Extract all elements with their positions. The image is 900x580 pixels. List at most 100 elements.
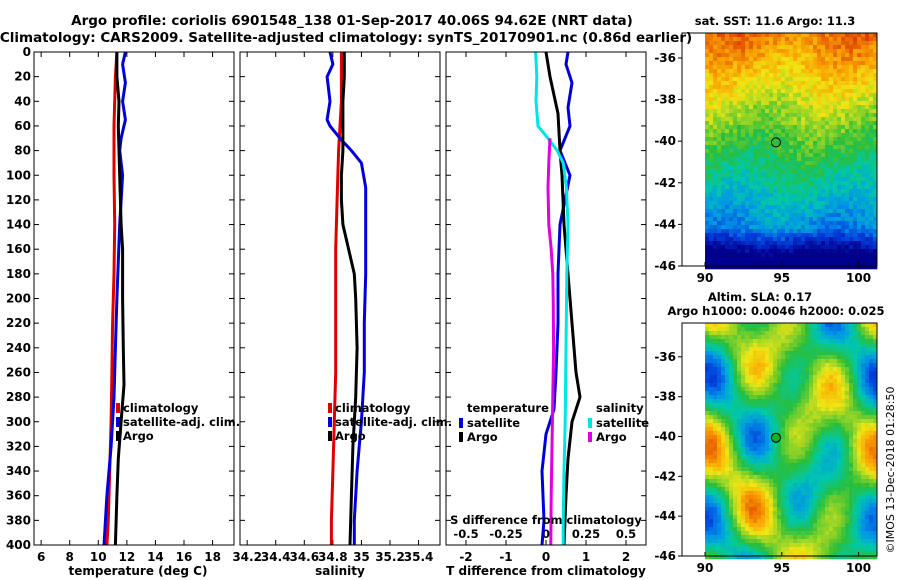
map-cell	[873, 335, 878, 340]
map-cell	[725, 391, 730, 396]
map-cell	[829, 41, 834, 46]
map-cell	[753, 225, 758, 230]
map-cell	[861, 491, 866, 496]
map-cell	[821, 217, 826, 222]
map-cell	[857, 487, 862, 492]
map-cell	[841, 249, 846, 254]
y-tick-label: 240	[6, 341, 31, 355]
map-cell	[753, 467, 758, 472]
map-cell	[721, 93, 726, 98]
map-cell	[745, 177, 750, 182]
map-cell	[773, 511, 778, 516]
map-cell	[825, 249, 830, 254]
map-cell	[781, 165, 786, 170]
map-cell	[761, 379, 766, 384]
map-cell	[861, 37, 866, 42]
map-cell	[745, 221, 750, 226]
argo-location-marker	[770, 137, 781, 148]
map-cell	[809, 97, 814, 102]
map-cell	[705, 241, 710, 246]
map-cell	[773, 463, 778, 468]
map-cell	[737, 427, 742, 432]
map-cell	[725, 109, 730, 114]
map-cell	[713, 97, 718, 102]
legend-swatch-argo	[116, 431, 120, 441]
map-cell	[757, 109, 762, 114]
map-cell	[717, 193, 722, 198]
map-cell	[745, 507, 750, 512]
map-cell	[757, 153, 762, 158]
map-cell	[757, 85, 762, 90]
map-cell	[757, 367, 762, 372]
map-cell	[737, 523, 742, 528]
map-cell	[817, 81, 822, 86]
map-cell	[789, 177, 794, 182]
map-cell	[717, 379, 722, 384]
map-cell	[873, 229, 878, 234]
map-cell	[869, 61, 874, 66]
map-cell	[749, 463, 754, 468]
map-cell	[869, 455, 874, 460]
map-cell	[801, 347, 806, 352]
map-cell	[705, 467, 710, 472]
map-cell	[865, 499, 870, 504]
map-cell	[717, 201, 722, 206]
map-cell	[841, 197, 846, 202]
map-cell	[721, 439, 726, 444]
map-cell	[789, 359, 794, 364]
map-cell	[753, 253, 758, 258]
map-cell	[837, 169, 842, 174]
map-cell	[841, 431, 846, 436]
map-cell	[865, 209, 870, 214]
map-cell	[861, 189, 866, 194]
map-cell	[849, 427, 854, 432]
map-cell	[709, 335, 714, 340]
map-cell	[817, 483, 822, 488]
map-cell	[753, 153, 758, 158]
map-cell	[841, 137, 846, 142]
map-cell	[829, 455, 834, 460]
map-cell	[845, 253, 850, 258]
map-cell	[805, 45, 810, 50]
map-cell	[805, 419, 810, 424]
map-cell	[837, 387, 842, 392]
map-cell	[757, 479, 762, 484]
map-cell	[797, 57, 802, 62]
map-cell	[733, 173, 738, 178]
map-cell	[865, 33, 870, 38]
map-cell	[777, 65, 782, 70]
map-cell	[825, 451, 830, 456]
map-cell	[777, 423, 782, 428]
map-cell	[805, 443, 810, 448]
map-cell	[809, 439, 814, 444]
map-cell	[789, 189, 794, 194]
map-cell	[873, 403, 878, 408]
map-cell	[725, 237, 730, 242]
map-cell	[813, 213, 818, 218]
map-cell	[733, 113, 738, 118]
map-cell	[845, 439, 850, 444]
map-cell	[821, 109, 826, 114]
map-cell	[801, 519, 806, 524]
map-cell	[789, 387, 794, 392]
map-cell	[777, 117, 782, 122]
map-cell	[869, 45, 874, 50]
map-cell	[845, 189, 850, 194]
map-cell	[705, 117, 710, 122]
map-cell	[757, 515, 762, 520]
map-cell	[793, 347, 798, 352]
map-cell	[745, 137, 750, 142]
map-cell	[733, 363, 738, 368]
map-cell	[765, 233, 770, 238]
map-cell	[821, 459, 826, 464]
map-cell	[737, 367, 742, 372]
map-cell	[717, 197, 722, 202]
map-cell	[821, 177, 826, 182]
map-cell	[785, 355, 790, 360]
map-cell	[753, 447, 758, 452]
map-cell	[849, 189, 854, 194]
map-cell	[829, 391, 834, 396]
map-cell	[757, 165, 762, 170]
map-cell	[761, 459, 766, 464]
map-cell	[809, 427, 814, 432]
